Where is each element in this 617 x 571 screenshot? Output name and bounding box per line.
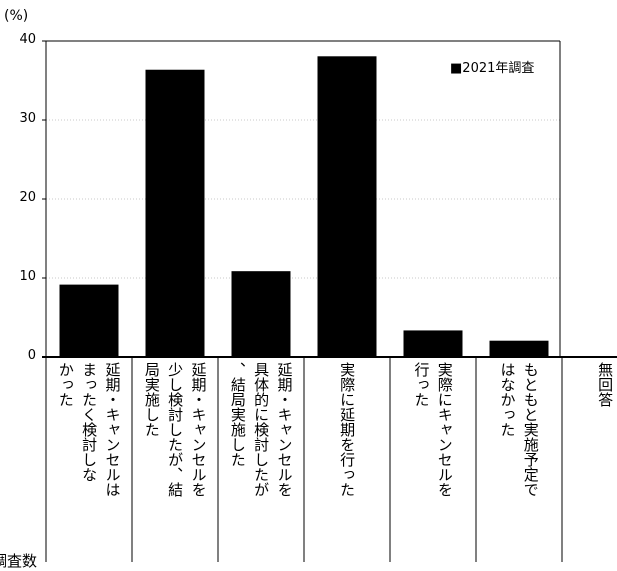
bar — [403, 330, 463, 358]
category-label-line: 実際にキャンセルを — [435, 362, 454, 497]
category-label-line: かった — [56, 362, 75, 407]
category-label-line: 無回答 — [596, 362, 615, 407]
y-tick-label: 20 — [19, 190, 36, 205]
x-category-label: 無回答 — [562, 362, 617, 562]
category-label-line: まったく検討しな — [80, 362, 99, 482]
category-label-line: 延期・キャンセルは — [103, 362, 122, 497]
category-label-line: 局実施した — [142, 362, 161, 437]
category-label-line: はなかった — [498, 362, 517, 437]
sample-size-label: 調査数 — [0, 552, 38, 570]
category-label-line: 行った — [412, 362, 431, 407]
category-label-line: 少し検討したが、結 — [166, 362, 185, 497]
legend-marker: ■ — [450, 61, 463, 76]
y-tick-label: 30 — [19, 111, 36, 126]
x-category-label: 延期・キャンセルを 具体的に検討したが 、結局実施した — [218, 362, 304, 562]
bar — [59, 284, 119, 358]
bar — [489, 340, 549, 358]
y-axis-unit-label: (%) — [4, 8, 29, 24]
x-category-label: 延期・キャンセルは まったく検討しな かった — [46, 362, 132, 562]
bar — [231, 271, 291, 358]
bar — [317, 56, 377, 358]
x-category-label: 実際に延期を行った — [304, 362, 390, 562]
category-label-line: 延期・キャンセルを — [189, 362, 208, 497]
category-label-line: 延期・キャンセルを — [275, 362, 294, 497]
legend: ■2021年調査 — [450, 57, 534, 76]
y-tick-label: 40 — [19, 32, 36, 47]
category-label-line: 実際に延期を行った — [338, 362, 357, 497]
category-label-line: 具体的に検討したが — [252, 362, 271, 497]
x-category-label: 延期・キャンセルを 少し検討したが、結 局実施した — [132, 362, 218, 562]
legend-series-label: 2021年調査 — [462, 61, 535, 76]
x-category-label: 実際にキャンセルを 行った — [390, 362, 476, 562]
y-tick-label: 10 — [19, 269, 36, 284]
x-category-label: もともと実施予定で はなかった — [476, 362, 562, 562]
category-label-line: もともと実施予定で — [521, 362, 540, 497]
y-tick-label: 0 — [27, 348, 36, 363]
bar — [145, 69, 205, 358]
category-label-line: 、結局実施した — [228, 362, 247, 467]
